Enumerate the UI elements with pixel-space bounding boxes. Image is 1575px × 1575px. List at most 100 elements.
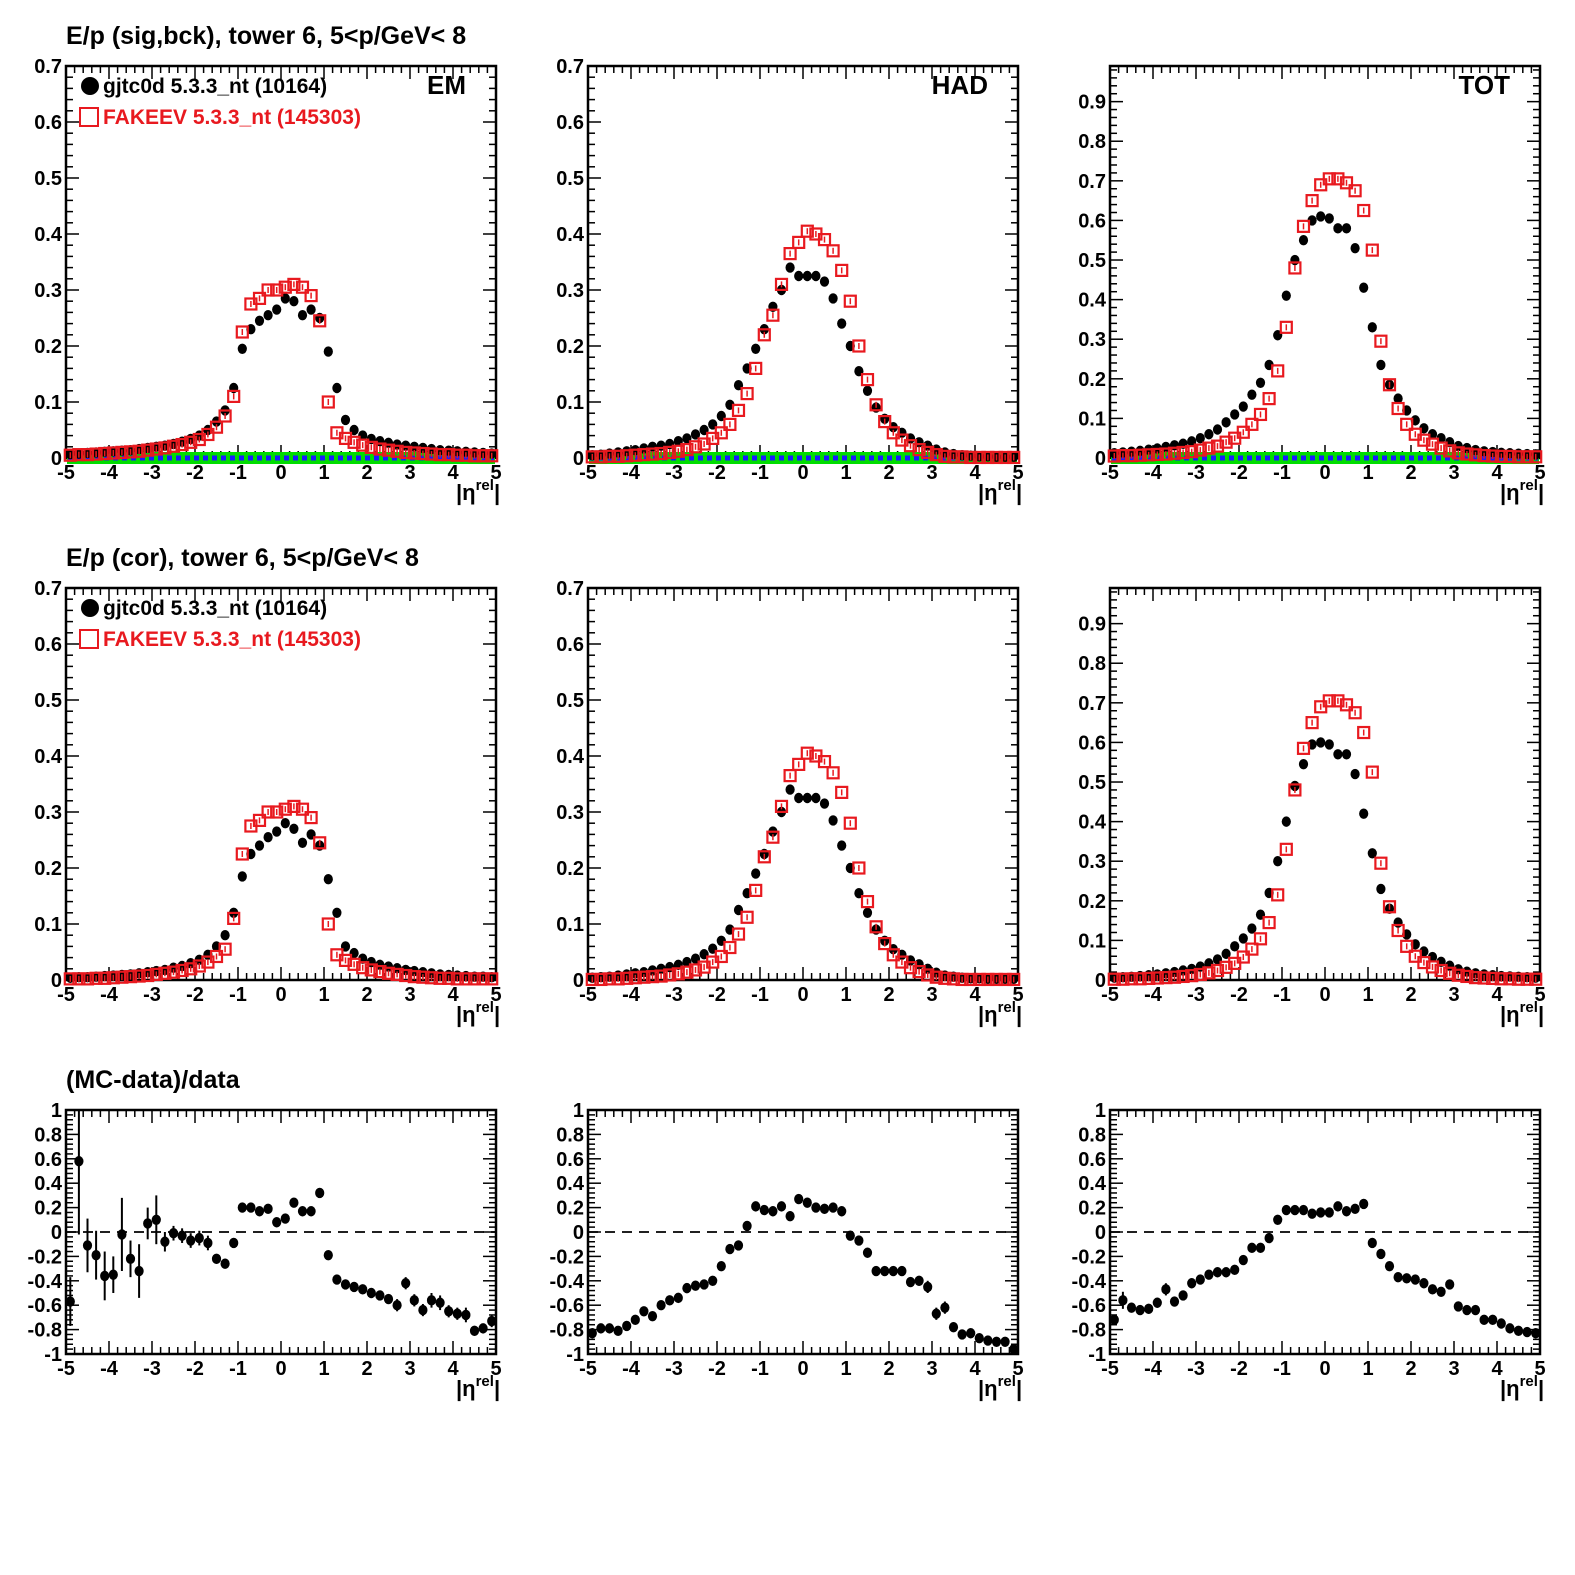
y-tick-label: 0	[573, 1222, 584, 1244]
mc-point	[1451, 446, 1465, 460]
data-point	[708, 1275, 718, 1287]
mc-point	[886, 426, 900, 440]
data-point	[1273, 1214, 1283, 1226]
mc-point	[1245, 417, 1259, 431]
data-point	[1281, 816, 1291, 827]
data-point	[418, 1304, 428, 1316]
mc-point	[1460, 447, 1474, 461]
mc-point	[1133, 448, 1147, 462]
y-tick-label: 1	[1095, 1100, 1106, 1122]
x-tick-label: -5	[57, 462, 75, 484]
legend-label-mc: FAKEEV 5.3.3_nt (145303)	[103, 106, 361, 129]
mc-point	[749, 883, 763, 898]
x-tick-label: 1	[1362, 984, 1373, 1006]
mc-point	[1425, 960, 1440, 974]
mc-point	[390, 444, 404, 458]
data-point	[332, 907, 342, 918]
data-point	[1376, 883, 1386, 895]
mc-point	[338, 953, 353, 968]
mc-point	[1219, 435, 1233, 449]
data-point	[1350, 1203, 1360, 1215]
data-point	[1445, 1279, 1455, 1290]
x-tick-label: 0	[1319, 984, 1330, 1006]
data-point	[1350, 242, 1360, 254]
mc-point	[766, 308, 780, 322]
x-tick-label: 2	[1405, 462, 1416, 484]
x-tick-label: 0	[1319, 1358, 1330, 1380]
data-point	[1298, 759, 1309, 770]
x-tick-label: -3	[1187, 1358, 1205, 1380]
background-band	[1111, 452, 1539, 464]
mc-point	[1477, 449, 1491, 463]
mc-point	[989, 450, 1004, 465]
mc-point	[1167, 446, 1182, 460]
x-axis-label: |ηrel|	[456, 1373, 500, 1401]
x-tick-label: -5	[579, 1358, 597, 1380]
data-point	[1238, 933, 1248, 944]
mc-point	[1357, 725, 1371, 740]
mc-point	[852, 339, 866, 353]
data-point	[426, 1295, 437, 1306]
mc-point	[1468, 448, 1483, 462]
mc-point	[1150, 447, 1164, 462]
y-tick-label: 0.2	[34, 1198, 62, 1220]
x-tick-label: -2	[708, 984, 726, 1006]
legend-marker-mc	[79, 107, 99, 127]
legend-marker-data	[81, 599, 99, 617]
data-point	[1359, 1198, 1369, 1210]
data-point	[613, 1325, 623, 1337]
x-tick-label: 3	[404, 462, 415, 484]
y-tick-label: 0.4	[34, 224, 63, 246]
x-tick-label: -2	[1230, 984, 1248, 1006]
data-point	[802, 270, 812, 282]
data-point	[768, 1206, 778, 1217]
data-point	[1376, 1248, 1386, 1260]
y-tick-label: 0.1	[34, 392, 62, 414]
mc-point	[594, 972, 608, 987]
data-point	[1316, 737, 1326, 748]
mc-point	[485, 972, 499, 986]
mc-point	[80, 972, 95, 986]
mc-point	[585, 450, 599, 464]
x-tick-label: 0	[275, 462, 286, 484]
data-point	[785, 1210, 795, 1222]
mc-point	[869, 398, 883, 412]
data-point	[587, 1328, 597, 1339]
mc-point	[1219, 960, 1233, 974]
x-tick-label: -4	[100, 984, 119, 1006]
data-point	[1221, 948, 1231, 960]
mc-point	[1210, 439, 1225, 453]
y-tick-label: 0.5	[34, 168, 62, 190]
data-point	[1505, 1323, 1515, 1334]
y-tick-label: 0.6	[556, 112, 584, 134]
mc-point	[998, 972, 1012, 987]
y-tick-label: -0.2	[1072, 1246, 1106, 1268]
mc-point	[1520, 450, 1534, 464]
x-tick-label: -3	[143, 462, 161, 484]
data-point	[332, 1274, 342, 1285]
x-tick-label: -2	[708, 462, 726, 484]
y-tick-label: 0.5	[556, 168, 584, 190]
x-tick-label: 1	[318, 462, 329, 484]
mc-point	[295, 802, 310, 816]
data-point	[220, 930, 230, 941]
data-point	[905, 1276, 916, 1288]
mc-point	[723, 417, 737, 431]
mc-point	[476, 449, 490, 463]
data-point	[1531, 1328, 1541, 1339]
mc-point	[1486, 971, 1500, 986]
mc-point	[287, 277, 301, 291]
data-point	[401, 1278, 411, 1289]
mc-point	[459, 448, 473, 462]
data-point	[1247, 1242, 1257, 1254]
mc-point	[321, 395, 335, 409]
x-axis-label: |ηrel|	[1500, 477, 1544, 505]
x-tick-label: 3	[926, 1358, 937, 1380]
data-point	[272, 1217, 282, 1228]
data-point	[1290, 1204, 1300, 1216]
data-point	[91, 1249, 101, 1261]
data-point	[1135, 1304, 1145, 1316]
mc-point	[1477, 971, 1491, 985]
mc-point	[1365, 765, 1379, 779]
data-point	[469, 1325, 480, 1337]
